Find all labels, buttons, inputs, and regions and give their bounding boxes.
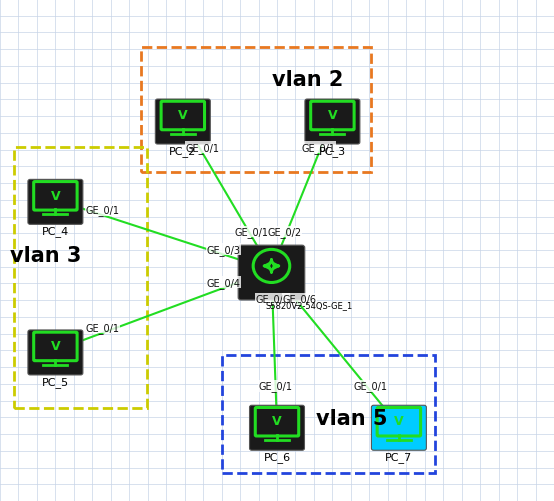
Text: GE_0/1: GE_0/1 — [186, 142, 219, 153]
Text: GE_0/2: GE_0/2 — [268, 226, 302, 237]
Text: PC_3: PC_3 — [319, 145, 346, 156]
Text: vlan 2: vlan 2 — [272, 70, 343, 90]
FancyBboxPatch shape — [238, 245, 305, 300]
Text: S5820V2-54QS-GE_1: S5820V2-54QS-GE_1 — [265, 301, 352, 310]
Text: V: V — [327, 109, 337, 122]
Text: PC_2: PC_2 — [169, 145, 197, 156]
Text: GE_0/5: GE_0/5 — [255, 294, 290, 305]
Text: vlan 3: vlan 3 — [10, 245, 81, 266]
FancyBboxPatch shape — [155, 100, 211, 145]
Text: GE_0/1: GE_0/1 — [86, 322, 120, 333]
Text: GE_0/1: GE_0/1 — [86, 205, 120, 216]
FancyBboxPatch shape — [371, 405, 427, 450]
Text: GE_0/1: GE_0/1 — [235, 226, 269, 237]
FancyBboxPatch shape — [28, 180, 83, 225]
Text: GE_0/1: GE_0/1 — [302, 142, 336, 153]
Text: PC_7: PC_7 — [385, 451, 413, 462]
Text: V: V — [394, 415, 404, 427]
Text: V: V — [50, 189, 60, 202]
FancyBboxPatch shape — [28, 330, 83, 375]
FancyBboxPatch shape — [249, 405, 305, 450]
Text: V: V — [50, 340, 60, 352]
Text: GE_0/1: GE_0/1 — [259, 381, 293, 392]
Text: GE_0/4: GE_0/4 — [207, 277, 241, 288]
Text: PC_6: PC_6 — [264, 451, 290, 462]
Text: GE_0/1: GE_0/1 — [354, 381, 388, 392]
Text: V: V — [272, 415, 282, 427]
Text: PC_5: PC_5 — [42, 376, 69, 387]
Text: GE_0/3: GE_0/3 — [207, 244, 241, 255]
Text: PC_4: PC_4 — [42, 225, 69, 236]
Text: GE_0/6: GE_0/6 — [283, 294, 316, 305]
Text: vlan 5: vlan 5 — [316, 408, 388, 428]
FancyBboxPatch shape — [305, 100, 360, 145]
Text: V: V — [178, 109, 188, 122]
